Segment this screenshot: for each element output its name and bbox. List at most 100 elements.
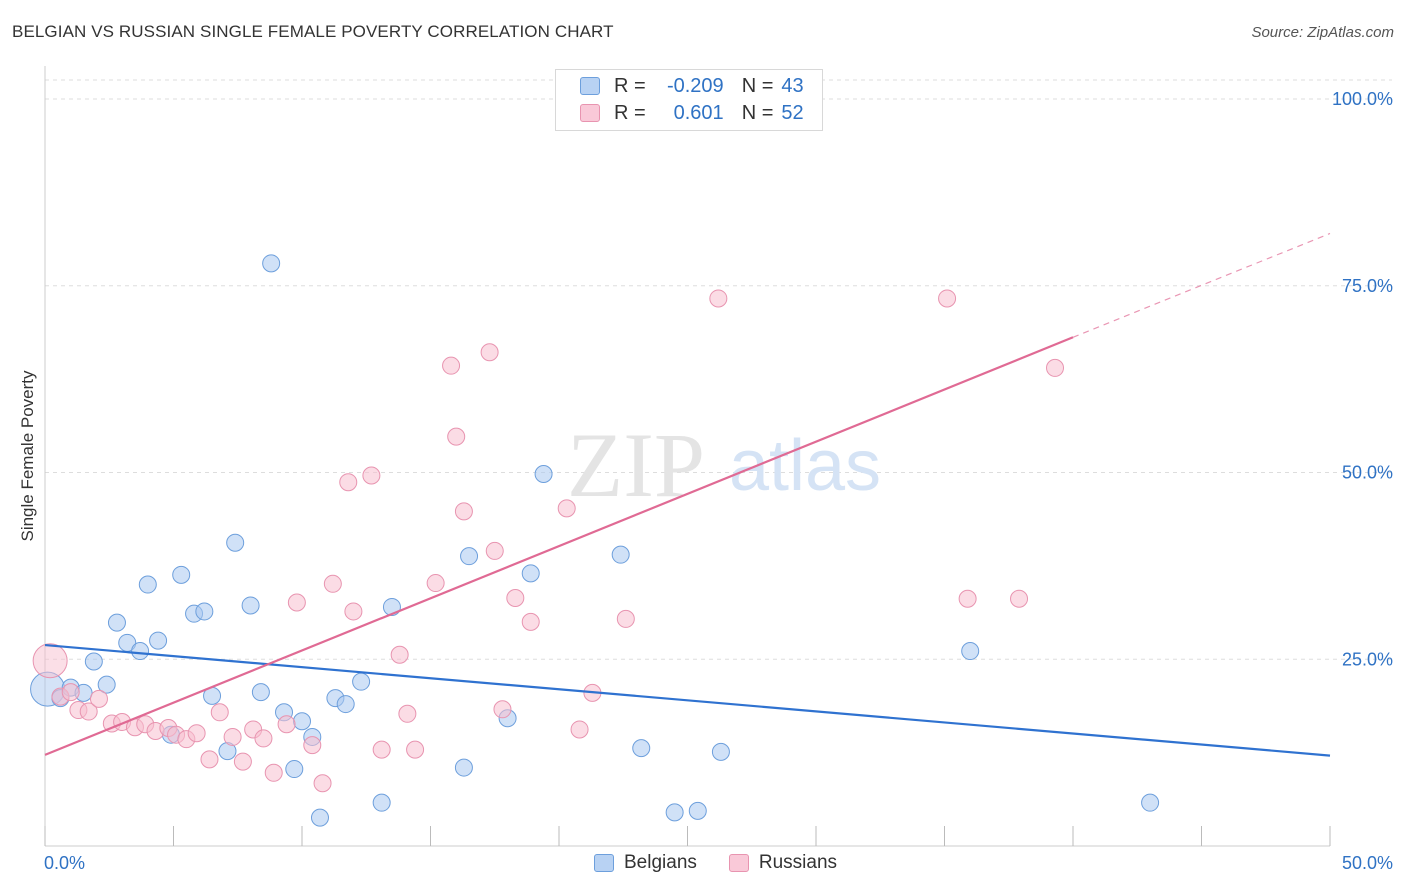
belgians-point	[226, 533, 245, 552]
belgians-point	[149, 631, 168, 650]
belgians-point	[251, 683, 270, 702]
legend-r-value: 0.601	[673, 101, 724, 124]
y-tick-label: 25.0%	[1342, 649, 1393, 669]
belgians-point	[285, 760, 304, 779]
belgians-swatch	[594, 854, 614, 872]
legend-n-label: N =	[741, 74, 774, 97]
russians-point	[362, 466, 381, 485]
russians-point	[303, 736, 322, 755]
y-tick-label: 100.0%	[1332, 89, 1393, 109]
russians-point	[442, 356, 461, 375]
russians-point	[61, 683, 80, 702]
russians-trend-extension	[1072, 232, 1331, 338]
russians-point	[480, 343, 499, 362]
legend-label-belgians: Belgians	[624, 852, 697, 873]
belgians-point	[632, 739, 651, 758]
belgians-point	[336, 695, 355, 714]
source-label: Source: ZipAtlas.com	[1251, 24, 1394, 41]
belgians-point	[611, 545, 630, 564]
russians-point	[187, 724, 206, 743]
legend-n-value: 43	[781, 74, 804, 97]
belgians-point	[372, 793, 391, 812]
russians-point	[323, 574, 342, 593]
russians-point	[521, 612, 540, 631]
russians-points	[32, 289, 1065, 793]
russians-point	[89, 689, 108, 708]
x-tick-label: 0.0%	[44, 853, 85, 873]
legend-r-label: R =	[614, 74, 646, 97]
belgians-point	[293, 712, 311, 731]
legend-item-belgians[interactable]: Belgians	[594, 852, 697, 874]
legend-n-label: N =	[741, 101, 774, 124]
russians-point	[938, 289, 957, 308]
russians-point	[557, 499, 576, 518]
tick-labels: 25.0% 50.0% 75.0% 100.0% 0.0% 50.0%	[44, 89, 1393, 873]
russians-point	[79, 702, 98, 721]
belgians-point	[711, 742, 730, 761]
y-tick-label: 50.0%	[1342, 463, 1393, 483]
russians-point	[1010, 589, 1029, 608]
russians-point	[254, 729, 273, 748]
belgians-point	[460, 547, 479, 566]
watermark-zip: ZIP	[567, 414, 705, 516]
belgians-point	[97, 675, 116, 694]
russians-point	[616, 609, 635, 628]
russians-point	[426, 574, 445, 593]
legend-r-value: -0.209	[666, 74, 724, 97]
russians-swatch	[728, 854, 749, 872]
russians-point	[406, 740, 425, 759]
legend-row-belgians: R = -0.209 N = 43	[580, 74, 804, 98]
russians-point	[447, 427, 466, 446]
legend-r-label: R =	[614, 101, 646, 124]
series-legend: Belgians Russians	[594, 852, 869, 874]
russians-point	[32, 643, 68, 679]
russians-point	[233, 752, 252, 771]
russians-point	[485, 541, 504, 560]
russians-point	[223, 727, 242, 746]
belgians-point	[521, 564, 540, 583]
russians-point	[372, 740, 391, 759]
belgians-point	[107, 613, 126, 632]
russians-point	[210, 703, 229, 722]
belgians-point	[84, 652, 103, 671]
russians-point	[344, 602, 363, 621]
axes	[44, 66, 1331, 847]
belgians-point	[241, 596, 260, 615]
chart-title: BELGIAN VS RUSSIAN SINGLE FEMALE POVERTY…	[12, 22, 614, 41]
russians-point	[398, 704, 417, 723]
belgians-swatch	[580, 77, 600, 95]
russians-point	[454, 502, 473, 521]
belgians-point	[688, 801, 707, 820]
legend-item-russians[interactable]: Russians	[728, 852, 838, 874]
russians-point	[200, 750, 219, 769]
russians-point	[958, 589, 977, 608]
legend-n-value: 52	[781, 101, 804, 124]
belgians-point	[310, 808, 329, 827]
russians-point	[313, 774, 332, 793]
legend-row-russians: R = 0.601 N = 52	[580, 101, 804, 125]
belgians-point	[131, 642, 150, 661]
belgians-point	[534, 464, 553, 483]
belgians-trend-line	[44, 643, 1331, 757]
y-tick-label: 75.0%	[1342, 276, 1393, 296]
belgians-point	[138, 575, 157, 594]
watermark-atlas: atlas	[729, 426, 881, 506]
russians-point	[287, 593, 306, 612]
russians-point	[506, 588, 525, 607]
belgians-point	[665, 803, 684, 822]
russians-point	[390, 645, 409, 664]
correlation-legend: R = -0.209 N = 43 R = 0.601 N = 52	[555, 69, 823, 131]
belgians-point	[172, 565, 191, 584]
russians-point	[709, 289, 728, 308]
russians-trend-line	[44, 336, 1074, 756]
belgians-point	[352, 672, 371, 691]
legend-label-russians: Russians	[758, 852, 838, 873]
russians-point	[277, 715, 296, 734]
belgians-point	[195, 602, 214, 621]
russians-point	[1046, 358, 1065, 377]
russians-point	[570, 720, 589, 739]
grid-lines	[45, 79, 1392, 660]
russians-swatch	[580, 104, 600, 122]
russians-point	[339, 473, 358, 492]
